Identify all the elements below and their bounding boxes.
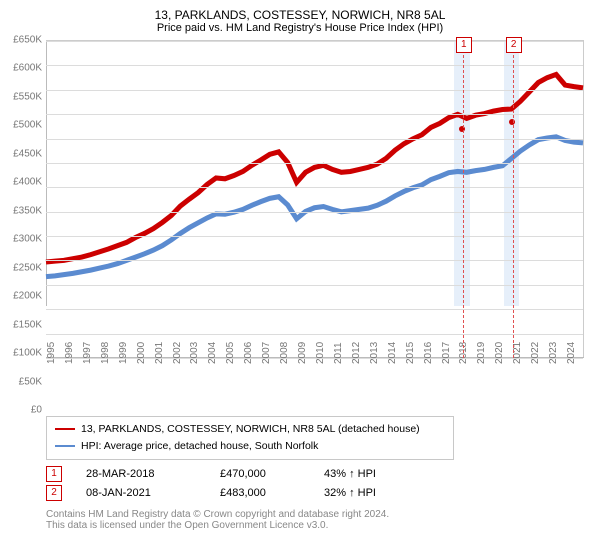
- sale-diff: 43% ↑ HPI: [324, 468, 376, 480]
- sale-diff: 32% ↑ HPI: [324, 487, 376, 499]
- sale-index-box: 2: [46, 485, 62, 501]
- footer-attribution: Contains HM Land Registry data © Crown c…: [46, 509, 590, 531]
- y-tick-label: £400K: [6, 177, 42, 188]
- y-gridline: [46, 90, 583, 91]
- y-gridline: [46, 41, 583, 42]
- x-axis-labels: 1995199619971998199920002001200220032004…: [46, 360, 584, 410]
- legend-swatch: [55, 445, 75, 447]
- y-tick-label: £100K: [6, 348, 42, 359]
- y-tick-label: £500K: [6, 120, 42, 131]
- y-tick-label: £200K: [6, 291, 42, 302]
- y-tick-label: £650K: [6, 35, 42, 46]
- y-tick-label: £50K: [6, 376, 42, 387]
- sale-marker-box: 2: [506, 37, 522, 53]
- y-tick-label: £350K: [6, 205, 42, 216]
- y-tick-label: £600K: [6, 63, 42, 74]
- y-gridline: [46, 139, 583, 140]
- y-gridline: [46, 260, 583, 261]
- y-tick-label: £550K: [6, 91, 42, 102]
- y-gridline: [46, 163, 583, 164]
- y-tick-label: £0: [6, 405, 42, 416]
- legend-item: 13, PARKLANDS, COSTESSEY, NORWICH, NR8 5…: [55, 421, 445, 438]
- y-gridline: [46, 65, 583, 66]
- y-gridline: [46, 187, 583, 188]
- y-gridline: [46, 212, 583, 213]
- sale-date: 08-JAN-2021: [86, 487, 196, 499]
- chart-legend: 13, PARKLANDS, COSTESSEY, NORWICH, NR8 5…: [46, 416, 454, 460]
- footer-line: This data is licensed under the Open Gov…: [46, 520, 590, 531]
- sales-table: 1 28-MAR-2018 £470,000 43% ↑ HPI 2 08-JAN-202…: [46, 466, 590, 501]
- footer-line: Contains HM Land Registry data © Crown c…: [46, 509, 590, 520]
- sale-price: £470,000: [220, 468, 300, 480]
- y-tick-label: £250K: [6, 262, 42, 273]
- y-gridline: [46, 334, 583, 335]
- legend-label: HPI: Average price, detached house, Sout…: [81, 438, 318, 455]
- y-gridline: [46, 309, 583, 310]
- y-tick-label: £450K: [6, 148, 42, 159]
- y-tick-label: £300K: [6, 234, 42, 245]
- sale-row: 2 08-JAN-2021 £483,000 32% ↑ HPI: [46, 485, 590, 501]
- x-tick-label: 2024: [566, 342, 600, 364]
- sale-marker-line: [463, 40, 464, 358]
- sale-index-box: 1: [46, 466, 62, 482]
- legend-swatch: [55, 428, 75, 430]
- y-gridline: [46, 285, 583, 286]
- page-title: 13, PARKLANDS, COSTESSEY, NORWICH, NR8 5…: [10, 8, 590, 22]
- legend-label: 13, PARKLANDS, COSTESSEY, NORWICH, NR8 5…: [81, 421, 420, 438]
- series-line: [46, 137, 583, 277]
- sale-row: 1 28-MAR-2018 £470,000 43% ↑ HPI: [46, 466, 590, 482]
- sale-marker-line: [513, 40, 514, 358]
- price-chart: 1995199619971998199920002001200220032004…: [46, 40, 584, 410]
- legend-item: HPI: Average price, detached house, Sout…: [55, 438, 445, 455]
- y-gridline: [46, 236, 583, 237]
- chart-lines: [46, 41, 583, 306]
- plot-area: [46, 40, 584, 358]
- sale-date: 28-MAR-2018: [86, 468, 196, 480]
- y-tick-label: £150K: [6, 319, 42, 330]
- page-subtitle: Price paid vs. HM Land Registry's House …: [10, 22, 590, 34]
- y-gridline: [46, 114, 583, 115]
- sale-marker-box: 1: [456, 37, 472, 53]
- sale-price: £483,000: [220, 487, 300, 499]
